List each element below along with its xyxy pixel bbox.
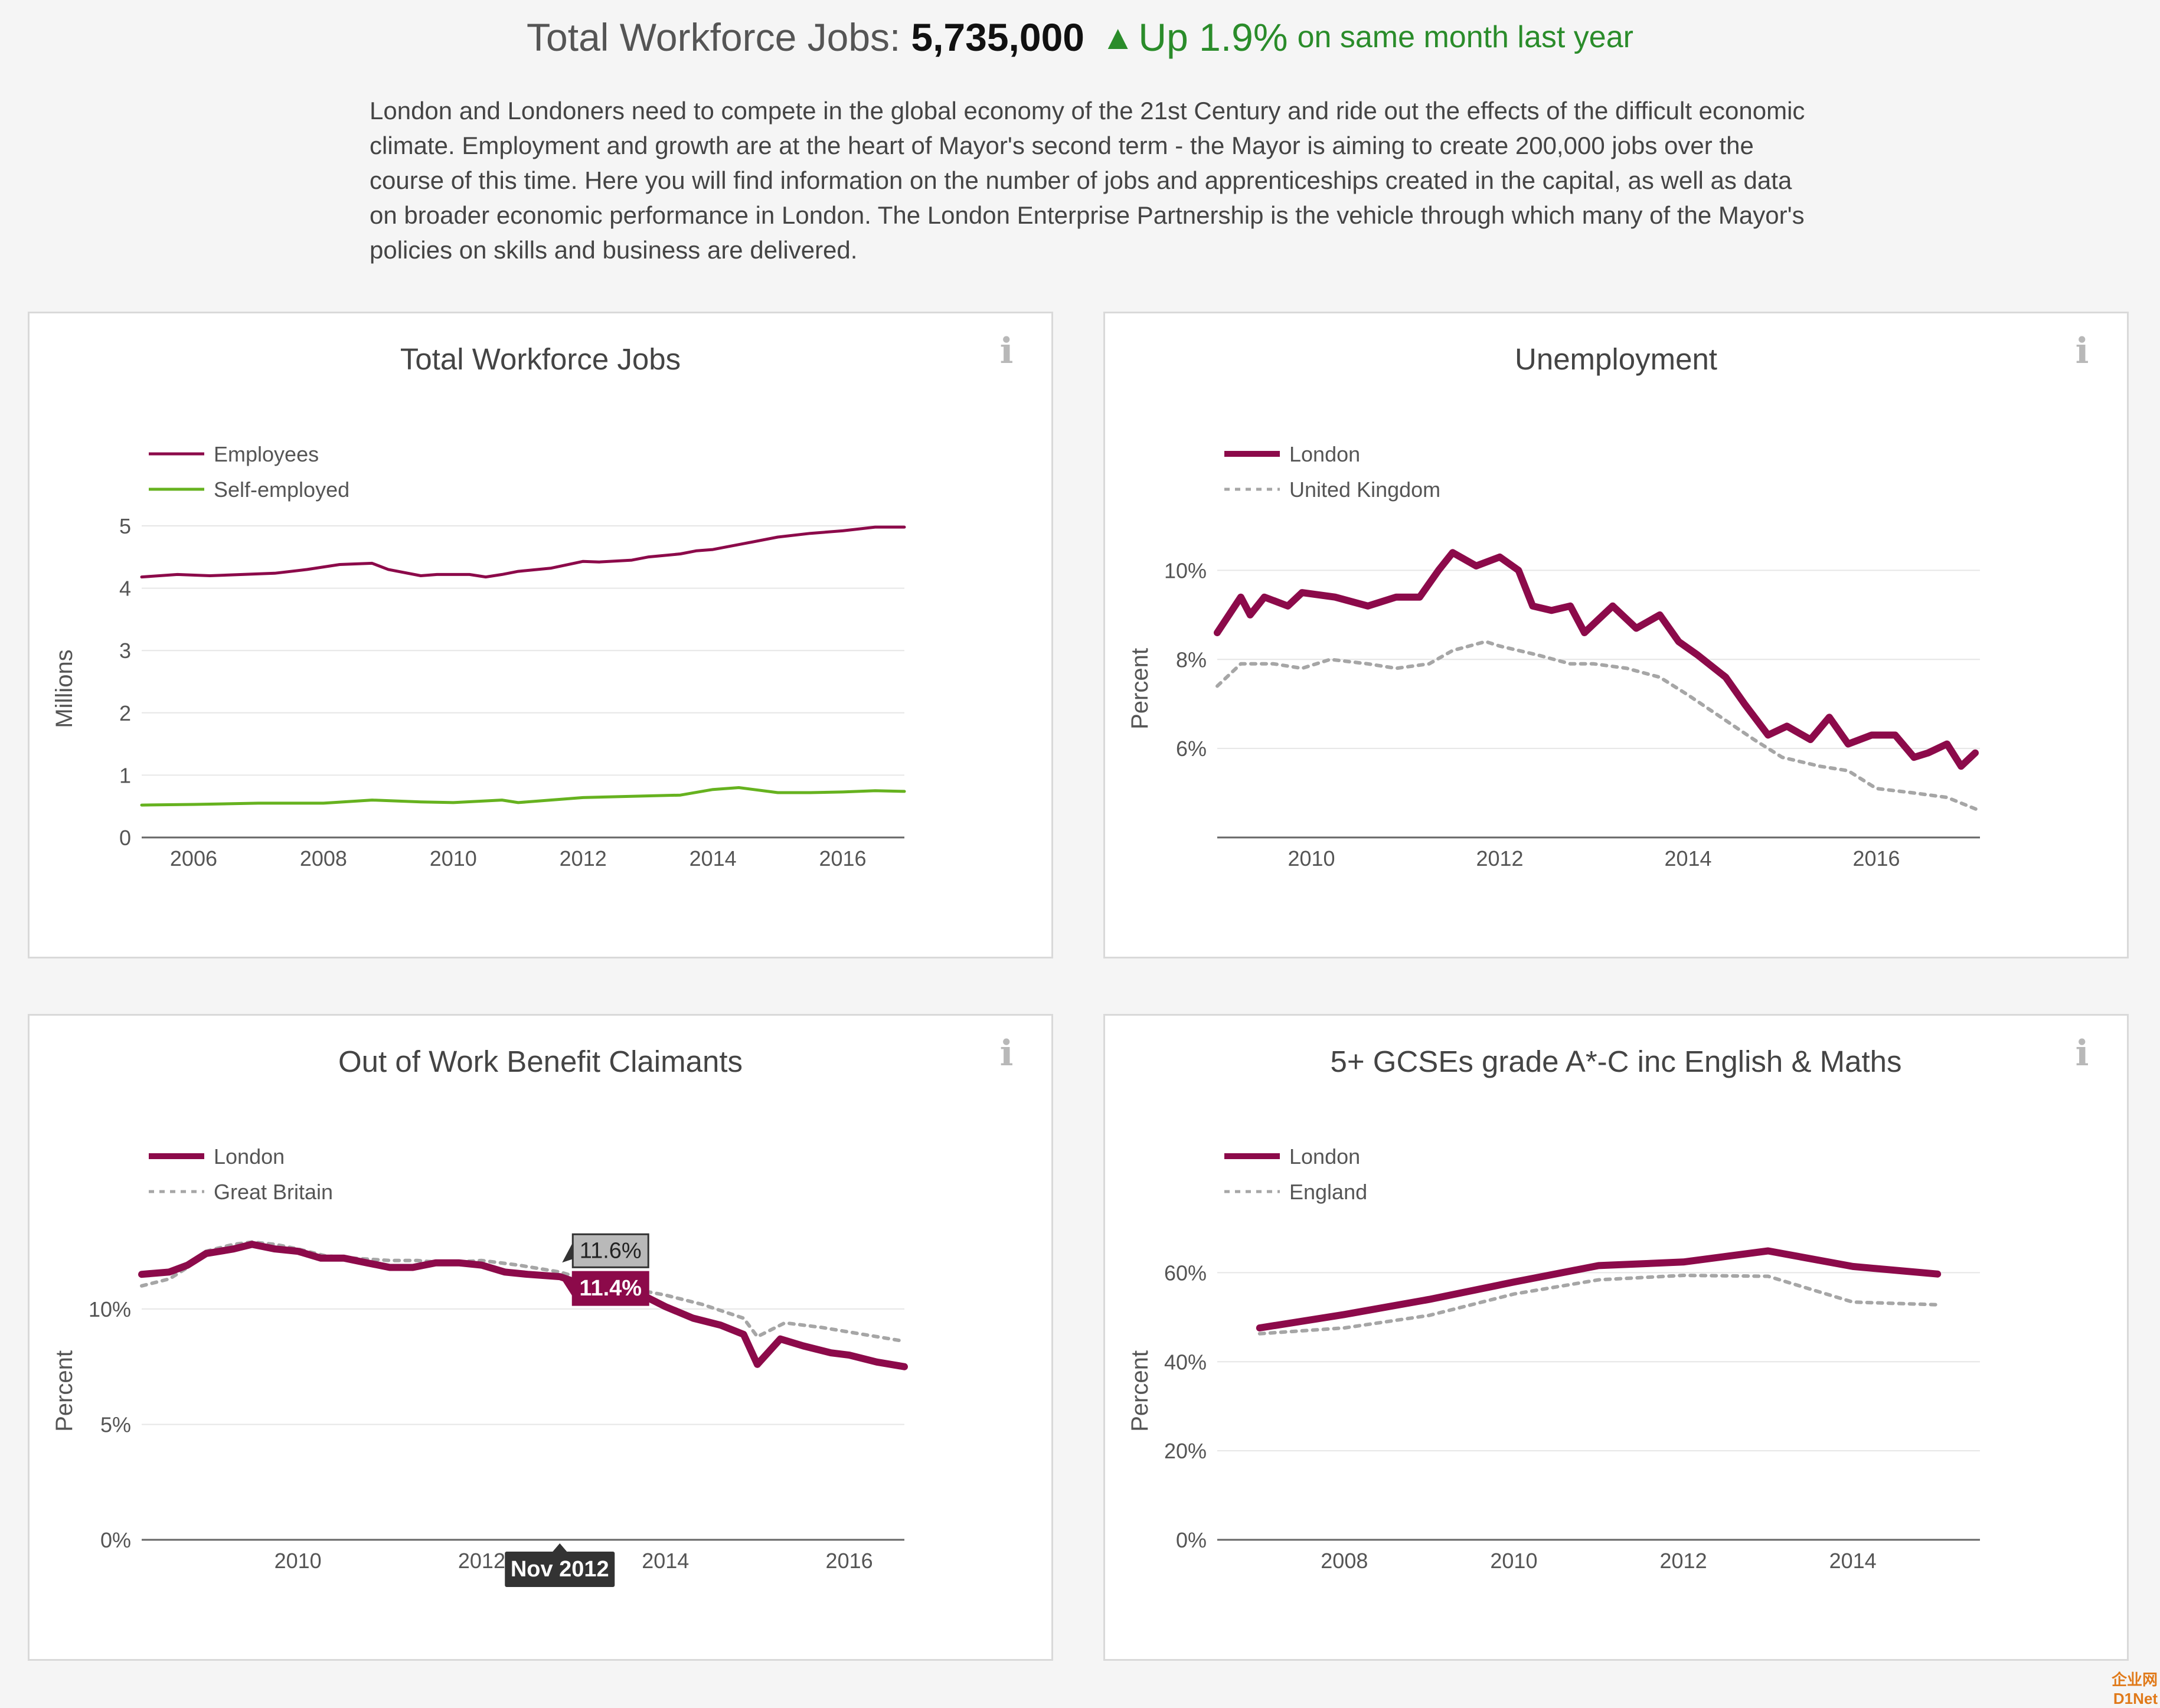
chart-benefit-claimants: 0% 5% 10% 2010 2012 2014 2016 Percent London Grea… bbox=[30, 1016, 1051, 1659]
series-line-united-kingdom bbox=[1217, 642, 1980, 811]
y-tick-label: 4 bbox=[119, 577, 131, 601]
y-tick-label: 0% bbox=[100, 1528, 131, 1552]
y-tick-label: 3 bbox=[119, 639, 131, 663]
y-tick-label: 6% bbox=[1176, 737, 1207, 761]
y-axis-title: Percent bbox=[51, 1350, 77, 1432]
chart-unemployment: 6% 8% 10% 2010 2012 2014 2016 Percent London Unit… bbox=[1105, 313, 2127, 957]
x-tick-label: 2012 bbox=[1476, 846, 1523, 871]
series-line-great-britain bbox=[142, 1242, 904, 1341]
legend-label-london: London bbox=[1289, 1144, 1360, 1169]
tooltip-value-great-britain: 11.6% bbox=[580, 1238, 642, 1263]
y-tick-label: 10% bbox=[1164, 558, 1207, 583]
legend-label-self-employed: Self-employed bbox=[214, 477, 349, 502]
x-tick-label: 2010 bbox=[1287, 846, 1335, 871]
chart-total-workforce-jobs: 0 1 2 3 4 5 2006 2008 2010 2012 2014 2016 Millions Em… bbox=[30, 313, 1051, 957]
y-axis-title: Millions bbox=[51, 649, 77, 728]
series-line-self-employed bbox=[142, 788, 904, 806]
headline-jobs-count: 5,735,000 bbox=[911, 15, 1084, 60]
x-tick-label: 2014 bbox=[642, 1549, 689, 1573]
series-line-london bbox=[142, 1244, 904, 1366]
x-tick-label: 2012 bbox=[458, 1549, 505, 1573]
x-tick-label: 2014 bbox=[1664, 846, 1711, 871]
tooltip-value-london: 11.4% bbox=[579, 1276, 642, 1301]
x-tick-label: 2016 bbox=[1852, 846, 1900, 871]
y-tick-label: 0% bbox=[1176, 1528, 1207, 1552]
y-tick-label: 0 bbox=[119, 826, 131, 850]
x-tick-label: 2014 bbox=[1829, 1549, 1877, 1573]
y-tick-label: 20% bbox=[1164, 1439, 1207, 1463]
y-tick-label: 8% bbox=[1176, 647, 1207, 672]
x-tick-label: 2012 bbox=[560, 846, 607, 871]
x-tick-label: 2008 bbox=[1321, 1549, 1368, 1573]
intro-paragraph: London and Londoners need to compete in … bbox=[370, 93, 1810, 267]
headline-suffix: on same month last year bbox=[1298, 19, 1633, 55]
legend-label-employees: Employees bbox=[214, 442, 319, 466]
tooltip-pointer-london bbox=[562, 1280, 573, 1297]
legend-label-united-kingdom: United Kingdom bbox=[1289, 477, 1440, 502]
headline-change: Up 1.9% bbox=[1138, 15, 1287, 60]
headline: Total Workforce Jobs: 5,735,000 ▲ Up 1.9… bbox=[0, 11, 2160, 64]
series-line-employees bbox=[142, 527, 904, 577]
x-tick-label: 2010 bbox=[430, 846, 477, 871]
x-tick-label: 2010 bbox=[275, 1549, 322, 1573]
y-tick-label: 10% bbox=[89, 1297, 131, 1321]
x-tick-label: 2008 bbox=[300, 846, 347, 871]
chart-panel-gcse: 5+ GCSEs grade A*-C inc English & Maths … bbox=[1103, 1014, 2129, 1661]
x-tick-label: 2010 bbox=[1490, 1549, 1537, 1573]
y-tick-label: 5 bbox=[119, 514, 131, 538]
series-line-london bbox=[1260, 1251, 1937, 1329]
y-tick-label: 40% bbox=[1164, 1350, 1207, 1374]
y-axis-title: Percent bbox=[1127, 648, 1153, 729]
tooltip-x-pointer bbox=[553, 1543, 567, 1552]
y-tick-label: 2 bbox=[119, 701, 131, 725]
x-tick-label: 2006 bbox=[170, 846, 217, 871]
y-tick-label: 1 bbox=[119, 763, 131, 787]
series-line-england bbox=[1260, 1275, 1937, 1334]
legend-label-great-britain: Great Britain bbox=[214, 1180, 333, 1204]
chart-gcse: 0% 20% 40% 60% 2008 2010 2012 2014 Percent London… bbox=[1105, 1016, 2127, 1659]
x-tick-label: 2016 bbox=[819, 846, 866, 871]
y-tick-label: 5% bbox=[100, 1412, 131, 1437]
x-tick-label: 2014 bbox=[689, 846, 737, 871]
chart-panel-benefit-claimants: Out of Work Benefit Claimants i 0%5%10%2… bbox=[28, 1014, 1053, 1661]
tooltip-pointer-great-britain bbox=[562, 1242, 573, 1262]
tooltip-x-label: Nov 2012 bbox=[511, 1557, 609, 1582]
x-tick-label: 2012 bbox=[1660, 1549, 1707, 1573]
watermark: 企业网 D1Net bbox=[2069, 1668, 2158, 1691]
headline-label: Total Workforce Jobs: bbox=[527, 15, 900, 60]
x-tick-label: 2016 bbox=[826, 1549, 873, 1573]
y-tick-label: 60% bbox=[1164, 1261, 1207, 1285]
y-axis-title: Percent bbox=[1127, 1350, 1153, 1432]
legend-label-london: London bbox=[214, 1144, 285, 1169]
legend-label-london: London bbox=[1289, 442, 1360, 466]
legend-label-england: England bbox=[1289, 1180, 1367, 1204]
up-triangle-icon: ▲ bbox=[1101, 18, 1135, 57]
